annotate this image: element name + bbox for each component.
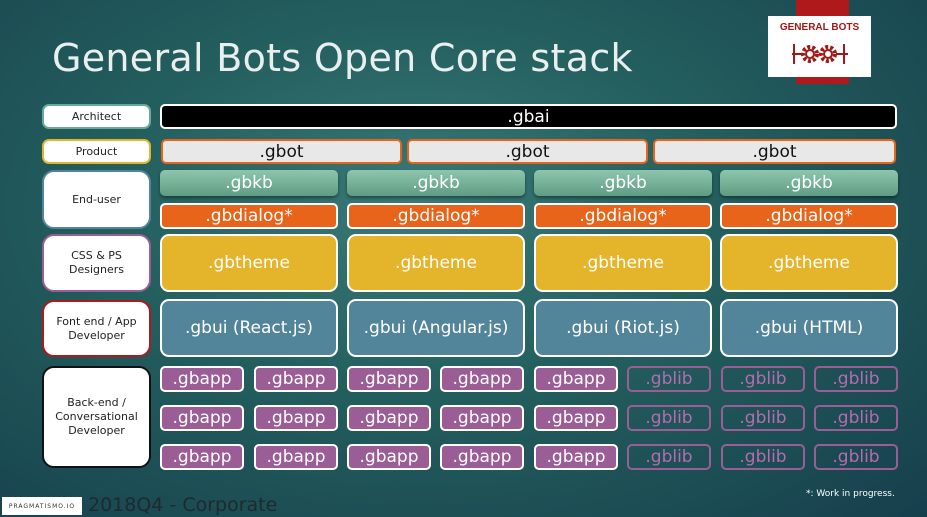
gbapp-box: .gbapp xyxy=(254,405,338,431)
gbkb-box: .gbkb xyxy=(347,170,525,196)
gbdialog-box: .gbdialog* xyxy=(347,203,525,229)
role-label-designers: CSS & PS Designers xyxy=(42,234,151,292)
gbdialog-box: .gbdialog* xyxy=(720,203,898,229)
gbapp-box: .gbapp xyxy=(347,444,431,470)
gbkb-box: .gbkb xyxy=(534,170,712,196)
gbapp-box: .gbapp xyxy=(160,405,244,431)
gbot-box: .gbot xyxy=(161,139,402,164)
gbui-box: .gbui (Angular.js) xyxy=(347,299,525,357)
gears-icon xyxy=(792,44,848,64)
logo-text: GENERAL BOTS xyxy=(779,22,860,33)
gblib-box: .gblib xyxy=(721,405,805,431)
gbapp-box: .gbapp xyxy=(160,366,244,392)
gbot-box: .gbot xyxy=(653,139,896,164)
gbdialog-box: .gbdialog* xyxy=(534,203,712,229)
gbtheme-box: .gbtheme xyxy=(720,234,898,292)
gbapp-box: .gbapp xyxy=(534,366,618,392)
gbapp-box: .gbapp xyxy=(347,366,431,392)
gbapp-box: .gbapp xyxy=(440,366,524,392)
gblib-box: .gblib xyxy=(627,405,711,431)
gbapp-box: .gbapp xyxy=(254,444,338,470)
gbui-box: .gbui (HTML) xyxy=(720,299,898,357)
gbapp-box: .gbapp xyxy=(347,405,431,431)
footnote: *: Work in progress. xyxy=(806,489,895,499)
gbapp-box: .gbapp xyxy=(440,405,524,431)
gblib-box: .gblib xyxy=(721,366,805,392)
gbot-box: .gbot xyxy=(407,139,648,164)
gbtheme-box: .gbtheme xyxy=(160,234,338,292)
gblib-box: .gblib xyxy=(627,366,711,392)
general-bots-logo: GENERAL BOTS xyxy=(768,16,871,77)
gblib-box: .gblib xyxy=(814,405,898,431)
pragmatismo-logo: PRAGMATISMO.IO xyxy=(2,497,82,515)
gbkb-box: .gbkb xyxy=(720,170,898,196)
role-label-backend-developer: Back-end / Conversational Developer xyxy=(42,366,151,468)
gblib-box: .gblib xyxy=(814,444,898,470)
gbtheme-box: .gbtheme xyxy=(347,234,525,292)
role-label-architect: Architect xyxy=(42,104,151,129)
gbapp-box: .gbapp xyxy=(254,366,338,392)
role-label-frontend-developer: Font end / App Developer xyxy=(42,300,151,357)
gbdialog-box: .gbdialog* xyxy=(160,203,338,229)
gbapp-box: .gbapp xyxy=(534,405,618,431)
gblib-box: .gblib xyxy=(814,366,898,392)
gbkb-box: .gbkb xyxy=(160,170,338,196)
gbui-box: .gbui (Riot.js) xyxy=(534,299,712,357)
gblib-box: .gblib xyxy=(627,444,711,470)
gbai-box: .gbai xyxy=(160,104,897,129)
gbapp-box: .gbapp xyxy=(534,444,618,470)
gbtheme-box: .gbtheme xyxy=(534,234,712,292)
role-label-end-user: End-user xyxy=(42,170,151,229)
gbui-box: .gbui (React.js) xyxy=(160,299,338,357)
slide-title: General Bots Open Core stack xyxy=(52,36,633,80)
role-label-product: Product xyxy=(42,139,151,164)
gblib-box: .gblib xyxy=(721,444,805,470)
gbapp-box: .gbapp xyxy=(160,444,244,470)
gbapp-box: .gbapp xyxy=(440,444,524,470)
footer-text: 2018Q4 - Corporate xyxy=(88,494,278,516)
